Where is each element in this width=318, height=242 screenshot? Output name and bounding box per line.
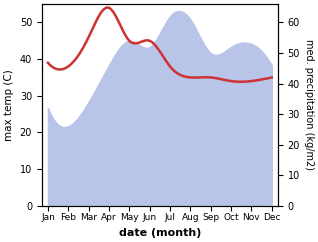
X-axis label: date (month): date (month): [119, 228, 201, 238]
Y-axis label: max temp (C): max temp (C): [4, 69, 14, 141]
Y-axis label: med. precipitation (kg/m2): med. precipitation (kg/m2): [304, 39, 314, 170]
